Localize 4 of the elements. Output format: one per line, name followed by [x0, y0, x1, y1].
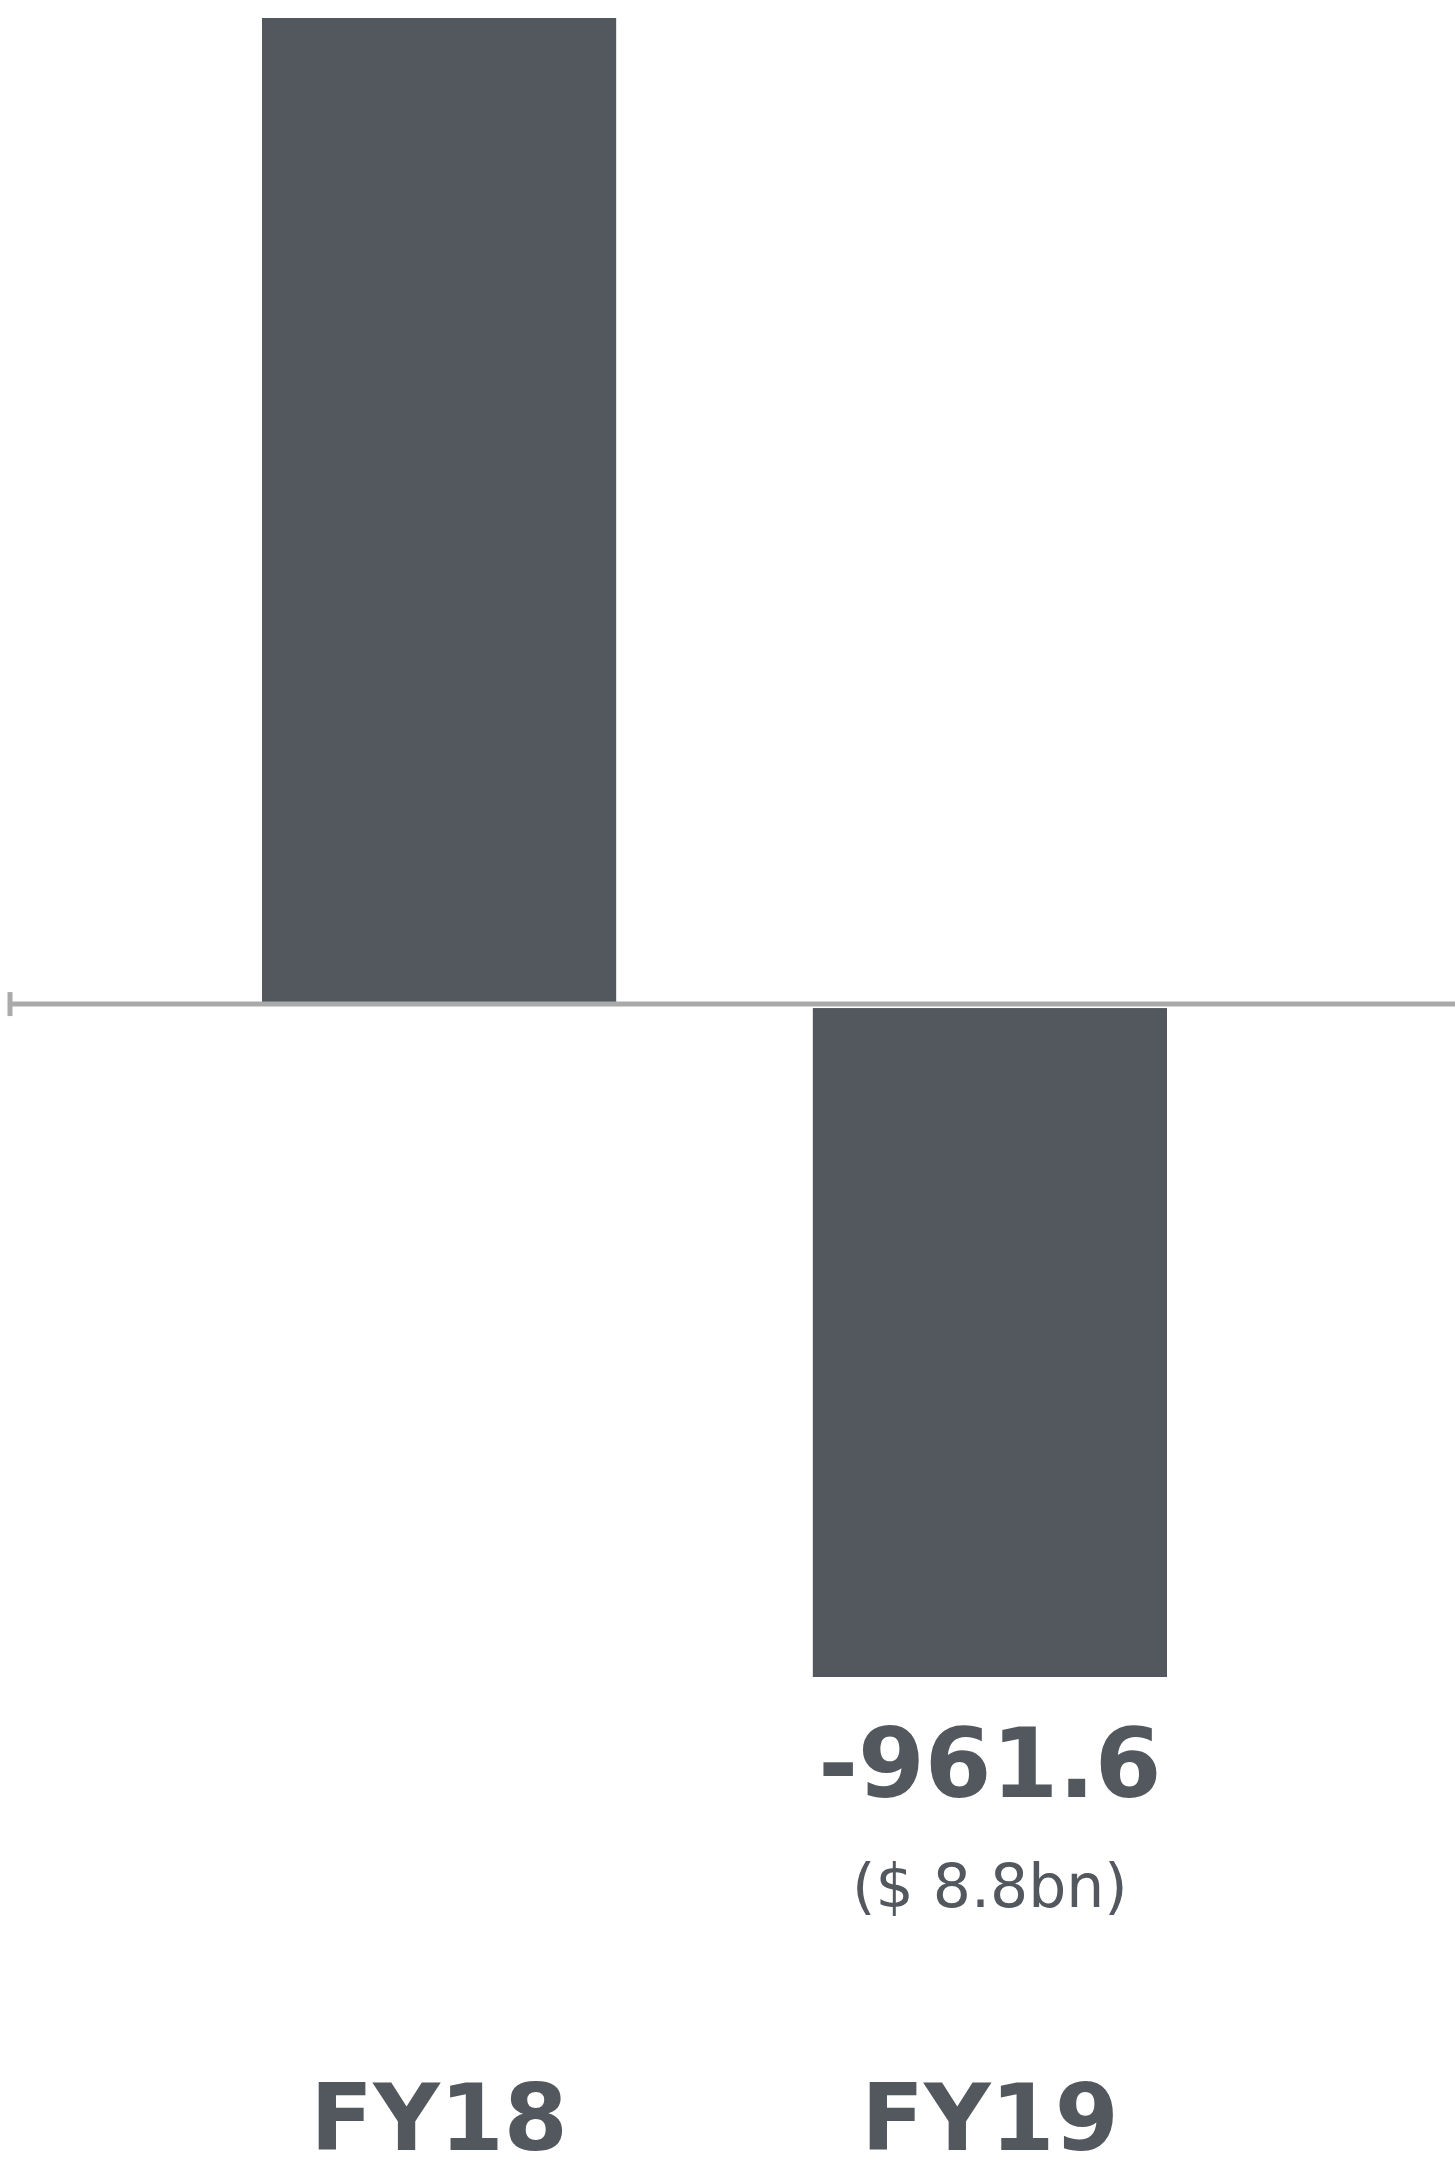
x-tick-label: FY19 — [861, 2065, 1119, 2172]
data-label: -961.6 — [818, 1708, 1162, 1820]
x-tick-label: FY18 — [310, 2065, 568, 2172]
annotation: ($ 8.8bn) — [852, 1851, 1128, 1921]
